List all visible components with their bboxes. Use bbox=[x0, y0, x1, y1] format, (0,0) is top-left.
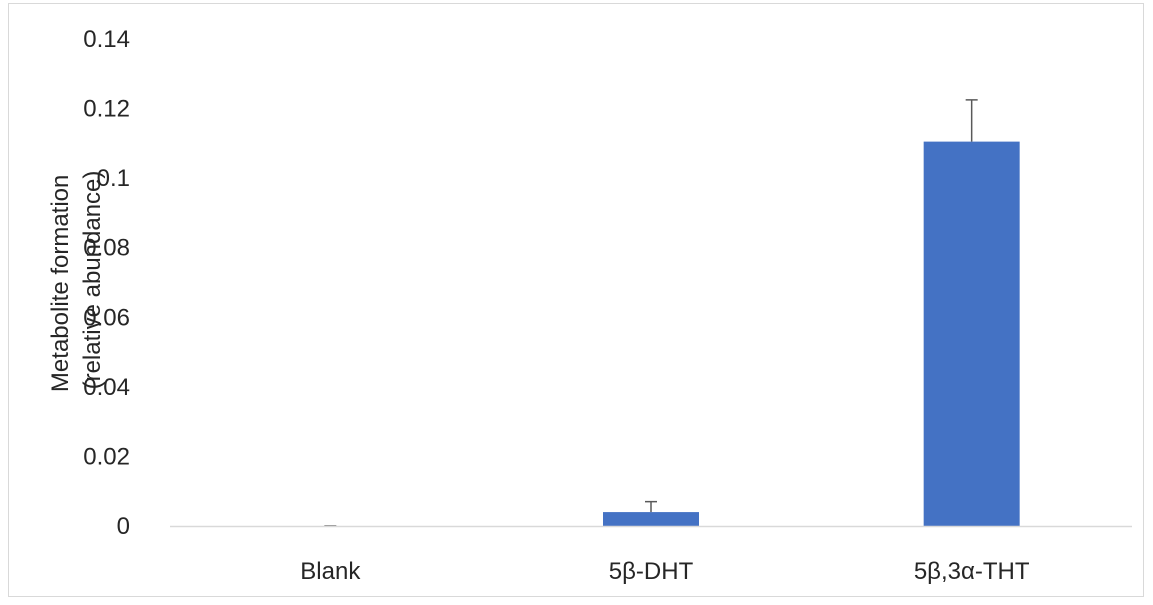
y-tick-label: 0.14 bbox=[83, 26, 130, 53]
y-tick-label: 0 bbox=[117, 513, 130, 540]
y-axis-title-line-1: Metabolite formation bbox=[47, 175, 74, 392]
x-tick-label: 5β-DHT bbox=[609, 558, 694, 585]
bar bbox=[603, 512, 699, 526]
x-axis-tick-labels: Blank 5β-DHT 5β,3α-THT bbox=[300, 558, 1030, 585]
y-tick-label: 0.02 bbox=[83, 443, 130, 470]
y-tick-label: 0.1 bbox=[97, 165, 130, 192]
error-bars bbox=[324, 99, 978, 527]
y-axis-title: Metabolite formation (relative abundance… bbox=[47, 168, 106, 392]
x-tick-label: Blank bbox=[300, 558, 361, 585]
y-tick-label: 0.06 bbox=[83, 304, 130, 331]
bar bbox=[923, 141, 1020, 526]
y-axis-tick-labels: 0 0.02 0.04 0.06 0.08 0.1 0.12 0.14 bbox=[83, 26, 130, 540]
x-tick-label: 5β,3α-THT bbox=[914, 558, 1030, 585]
y-axis-title-line-2: (relative abundance) bbox=[79, 171, 106, 390]
bars bbox=[603, 141, 1020, 526]
y-tick-label: 0.04 bbox=[83, 374, 130, 401]
y-tick-label: 0.08 bbox=[83, 235, 130, 262]
y-tick-label: 0.12 bbox=[83, 96, 130, 123]
